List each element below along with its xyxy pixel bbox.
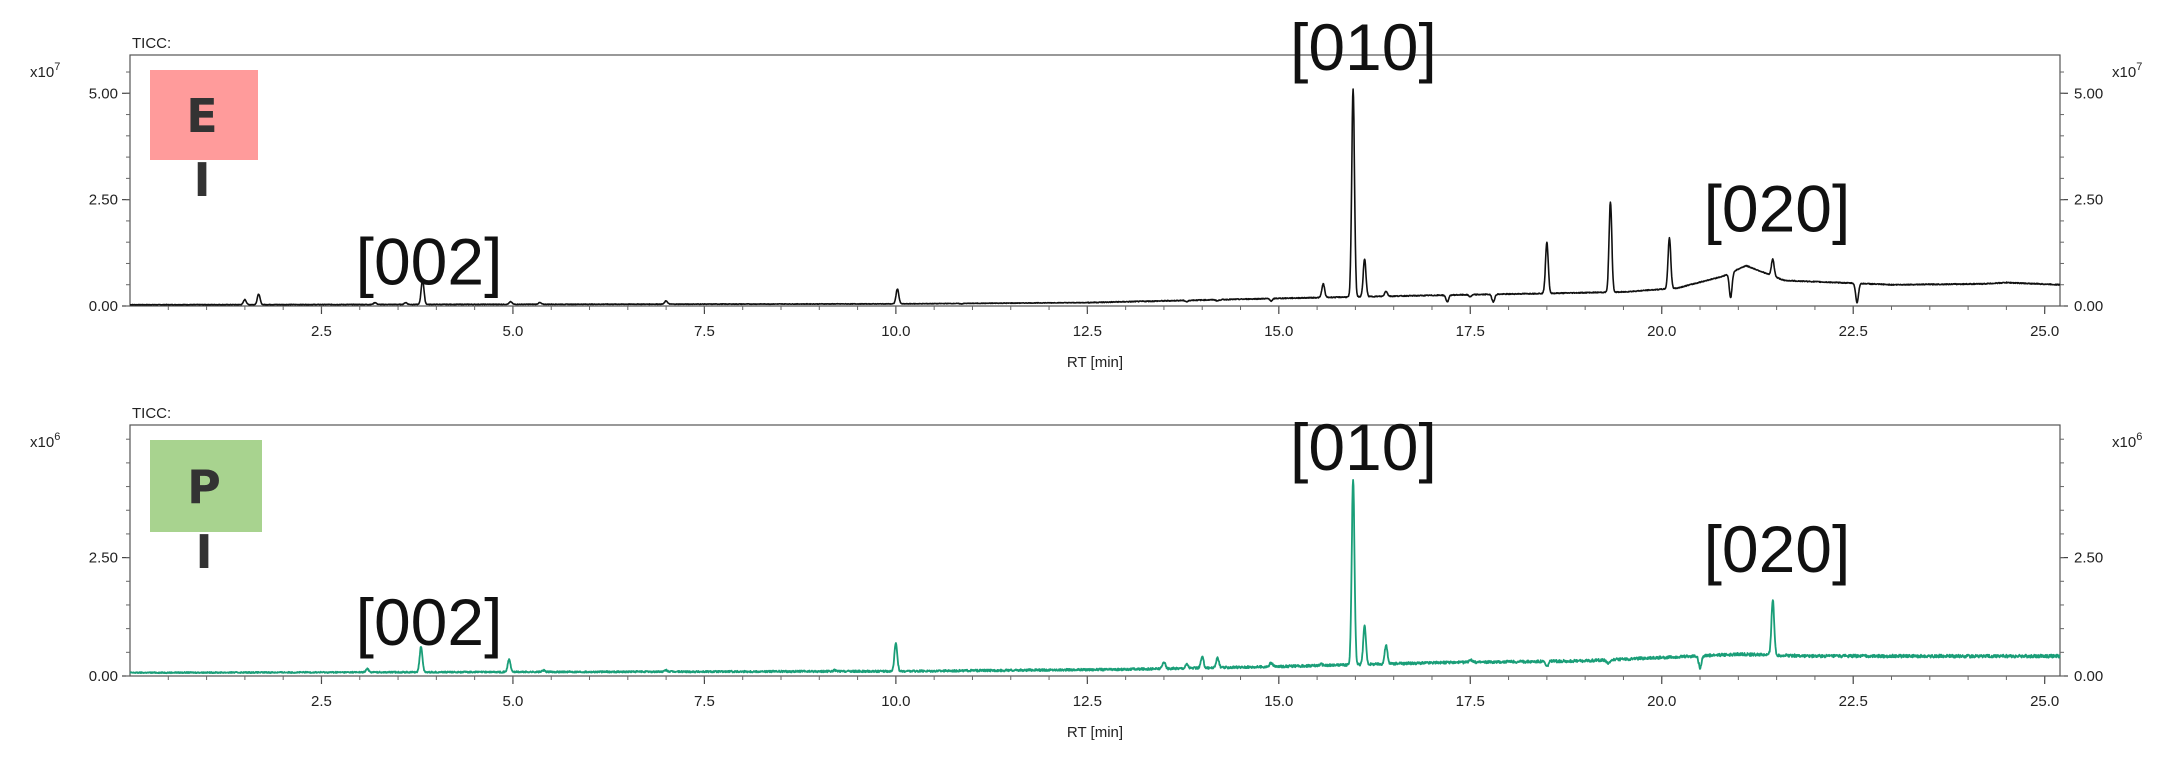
chart-panel-1: TICC: x107 x107 0.00 0.00 2.50 2.50 5.00 5.00 2.5…	[30, 10, 2142, 371]
x-tick-label: 10.0	[881, 323, 910, 340]
y-tick-label-left: 0.00	[89, 298, 118, 315]
badge-box	[150, 70, 258, 160]
x-tick-label: 22.5	[1839, 323, 1868, 340]
y-tick-label-left: 5.00	[89, 85, 118, 102]
peak-annotation-020: [020]	[1704, 512, 1851, 586]
x-tick-label: 25.0	[2030, 323, 2059, 340]
plot-frame	[129, 54, 2061, 307]
peak-annotation-010: [010]	[1290, 10, 1437, 84]
x-tick-label: 12.5	[1073, 693, 1102, 710]
panel-label: TICC:	[132, 405, 171, 422]
y-multiplier-left: x106	[30, 431, 60, 451]
y-tick-label-left: 2.50	[89, 550, 118, 567]
x-axis-label: RT [min]	[1067, 724, 1123, 741]
y-tick-label-left: 0.00	[89, 668, 118, 685]
y-multiplier-right: x107	[2112, 61, 2142, 81]
x-tick-label: 15.0	[1264, 693, 1293, 710]
y-tick-label-right: 2.50	[2074, 192, 2103, 209]
x-tick-label: 17.5	[1456, 693, 1485, 710]
y-tick-label-right: 0.00	[2074, 298, 2103, 315]
badge-bar: I	[193, 153, 210, 207]
x-tick-label: 7.5	[694, 693, 715, 710]
peak-annotation-020: [020]	[1704, 172, 1851, 246]
x-tick-label: 25.0	[2030, 693, 2059, 710]
x-tick-label: 20.0	[1647, 693, 1676, 710]
x-tick-label: 5.0	[503, 323, 524, 340]
x-tick-label: 10.0	[881, 693, 910, 710]
y-tick-label-left: 2.50	[89, 192, 118, 209]
y-multiplier-right: x106	[2112, 431, 2142, 451]
y-tick-label-right: 5.00	[2074, 85, 2103, 102]
badge-bar: I	[195, 525, 212, 579]
y-tick-label-right: 0.00	[2074, 668, 2103, 685]
peak-annotation-002: [002]	[356, 225, 503, 299]
x-tick-label: 22.5	[1839, 693, 1868, 710]
x-tick-label: 17.5	[1456, 323, 1485, 340]
x-tick-label: 7.5	[694, 323, 715, 340]
series-trace	[129, 478, 2061, 675]
plot-frame	[129, 424, 2061, 677]
peak-annotation-010: [010]	[1290, 410, 1437, 484]
badge-letter: P	[187, 460, 221, 514]
x-tick-label: 15.0	[1264, 323, 1293, 340]
x-tick-label: 5.0	[503, 693, 524, 710]
panel-label: TICC:	[132, 35, 171, 52]
peak-annotation-002: [002]	[356, 585, 503, 659]
series-trace	[129, 88, 2061, 306]
y-multiplier-left: x107	[30, 61, 60, 81]
y-tick-label-right: 2.50	[2074, 550, 2103, 567]
chart-panel-2: TICC: x106 x106 0.00 0.00 2.50 2.50 2.5 5.0 7.5 10…	[30, 405, 2142, 741]
x-tick-label: 20.0	[1647, 323, 1676, 340]
x-tick-label: 2.5	[311, 323, 332, 340]
badge-box	[150, 440, 262, 532]
x-tick-label: 12.5	[1073, 323, 1102, 340]
badge-letter: E	[186, 89, 217, 143]
x-tick-label: 2.5	[311, 693, 332, 710]
x-axis-label: RT [min]	[1067, 354, 1123, 371]
